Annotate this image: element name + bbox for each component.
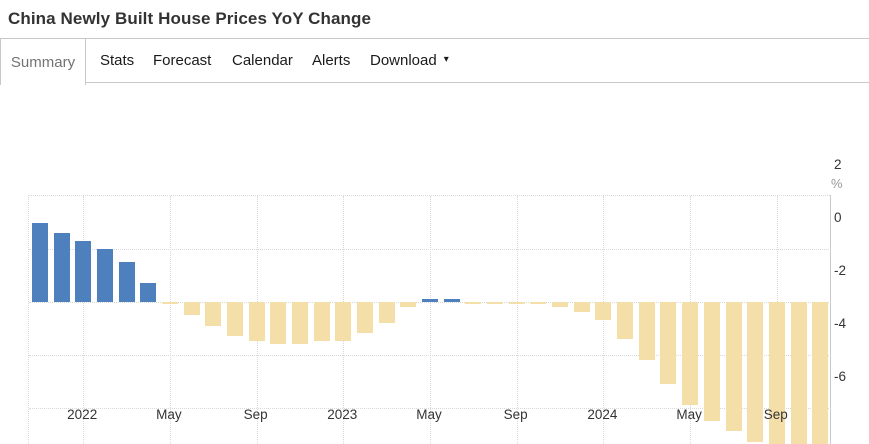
x-tick-label: May <box>676 407 702 422</box>
bar-2024-10 <box>790 301 807 444</box>
bar-2022-02 <box>96 248 113 302</box>
bar-2023-03 <box>378 301 395 323</box>
bar-2023-11 <box>552 301 569 308</box>
tab-calendar[interactable]: Calendar <box>232 38 293 82</box>
bar-2022-01 <box>75 241 92 302</box>
gridline-v <box>169 196 171 444</box>
tab-stats[interactable]: Stats <box>100 38 134 82</box>
bar-2022-09 <box>248 301 265 342</box>
bar-2024-04 <box>660 301 677 384</box>
bar-2024-01 <box>595 301 612 321</box>
tabbar-top-border <box>0 38 869 39</box>
bar-2022-08 <box>226 301 243 337</box>
tab-label: Calendar <box>232 51 293 69</box>
bar-2022-06 <box>183 301 200 315</box>
bar-2023-06 <box>443 299 460 302</box>
y-tick-label: 0 <box>834 209 842 225</box>
bar-2023-04 <box>400 301 417 308</box>
bar-2024-11 <box>812 301 829 444</box>
chart-panel: % <box>0 83 869 444</box>
tab-label: Stats <box>100 51 135 69</box>
x-tick-label: Sep <box>763 407 788 422</box>
bar-2023-10 <box>530 301 547 305</box>
gridline-v <box>430 196 431 444</box>
y-tick-label: -6 <box>834 368 847 384</box>
x-tick-label: 2024 <box>587 407 618 422</box>
tab-summary[interactable]: Summary <box>0 38 86 85</box>
tab-label: Alerts <box>312 51 351 69</box>
page-title: China Newly Built House Prices YoY Chang… <box>8 9 372 28</box>
bar-2022-03 <box>118 262 135 302</box>
bar-2023-09 <box>508 301 525 305</box>
tab-download[interactable]: Download ▾ <box>370 38 449 82</box>
bar-2024-02 <box>617 301 634 339</box>
y-axis-unit-label: % <box>831 176 843 191</box>
bar-2024-05 <box>682 301 699 405</box>
y-tick-label: -4 <box>834 315 847 331</box>
x-tick-label: Sep <box>243 407 268 422</box>
chevron-down-icon: ▾ <box>443 54 449 65</box>
x-tick-label: 2022 <box>67 407 98 422</box>
tab-label: Forecast <box>153 51 212 69</box>
tab-label: Download <box>370 51 437 69</box>
bar-2023-07 <box>465 301 482 305</box>
x-tick-label: 2023 <box>327 407 358 422</box>
x-tick-label: Sep <box>503 407 528 422</box>
y-axis-line <box>830 195 831 444</box>
y-tick-label: -2 <box>834 262 847 278</box>
bar-2023-01 <box>335 301 352 342</box>
bar-2021-12 <box>53 233 70 302</box>
bar-2022-12 <box>313 301 330 342</box>
gridline-v <box>83 196 85 444</box>
bar-2022-11 <box>291 301 308 345</box>
tabbar-bottom-border <box>86 82 869 83</box>
bar-2024-06 <box>703 301 720 421</box>
bar-2022-04 <box>140 283 157 302</box>
bar-2023-05 <box>422 299 438 302</box>
bar-2023-08 <box>487 301 503 305</box>
bar-2024-09 <box>768 301 785 444</box>
bar-2024-08 <box>747 301 764 442</box>
bar-2021-11 <box>31 222 48 302</box>
tab-alerts[interactable]: Alerts <box>312 38 350 82</box>
plot-area <box>28 195 831 444</box>
bar-2022-07 <box>205 301 222 326</box>
bar-2022-10 <box>270 301 287 345</box>
bar-2023-02 <box>357 301 373 334</box>
tab-forecast[interactable]: Forecast <box>153 38 211 82</box>
y-tick-label: 2 <box>834 156 842 172</box>
tab-label: Summary <box>10 53 76 71</box>
x-tick-label: May <box>416 407 442 422</box>
bar-2022-05 <box>161 301 178 305</box>
bar-2023-12 <box>573 301 590 313</box>
bar-2024-07 <box>725 301 742 432</box>
gridline-v <box>516 196 518 444</box>
tab-bar: Summary Stats Forecast Calendar Alerts Downlo… <box>0 38 869 85</box>
x-tick-label: May <box>156 407 182 422</box>
bar-2024-03 <box>638 301 655 360</box>
